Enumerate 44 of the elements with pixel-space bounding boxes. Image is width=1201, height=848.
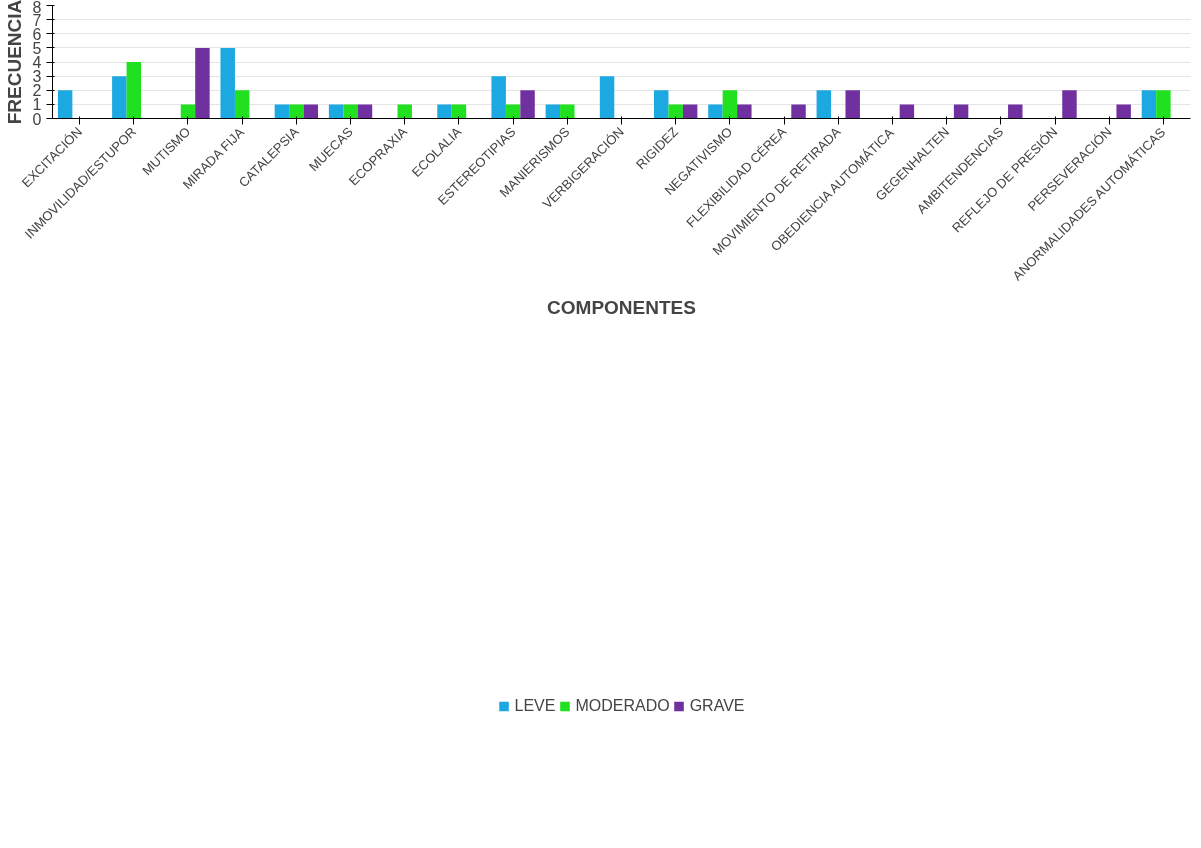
bar bbox=[599, 76, 615, 119]
bar bbox=[791, 104, 806, 119]
bar bbox=[491, 76, 506, 119]
x-axis-title: COMPONENTES bbox=[547, 296, 696, 318]
bar bbox=[708, 104, 723, 119]
bar bbox=[560, 104, 575, 119]
bar bbox=[180, 104, 196, 119]
bar bbox=[1008, 104, 1023, 119]
bar bbox=[899, 104, 915, 119]
bar bbox=[722, 90, 738, 119]
bar bbox=[437, 104, 452, 119]
bar bbox=[505, 104, 521, 119]
bar bbox=[303, 104, 319, 119]
bar bbox=[220, 47, 235, 119]
bar bbox=[451, 104, 467, 119]
bar bbox=[126, 62, 142, 119]
legend-label: LEVE bbox=[514, 696, 556, 715]
bar bbox=[357, 104, 373, 119]
bar bbox=[328, 104, 344, 119]
bar bbox=[234, 90, 250, 119]
bar bbox=[1062, 90, 1077, 119]
bar bbox=[397, 104, 412, 119]
bar bbox=[57, 90, 73, 119]
bar bbox=[1141, 90, 1157, 119]
bar bbox=[195, 47, 210, 119]
legend-label: GRAVE bbox=[689, 696, 745, 715]
bar bbox=[1116, 104, 1131, 119]
bar bbox=[816, 90, 832, 119]
bar bbox=[682, 104, 698, 119]
bar bbox=[654, 90, 669, 119]
bar bbox=[737, 104, 752, 119]
bar bbox=[668, 104, 683, 119]
bar bbox=[112, 76, 127, 119]
bar bbox=[289, 104, 304, 119]
bar bbox=[343, 104, 358, 119]
legend-label: MODERADO bbox=[575, 696, 670, 715]
bar bbox=[845, 90, 860, 119]
bar bbox=[545, 104, 561, 119]
bar bbox=[274, 104, 290, 119]
y-axis-title: FRECUENCIA bbox=[3, 0, 25, 125]
bar bbox=[953, 104, 969, 119]
bar bbox=[520, 90, 535, 119]
y-tick-label: 4 bbox=[32, 54, 42, 71]
bar bbox=[1156, 90, 1171, 119]
